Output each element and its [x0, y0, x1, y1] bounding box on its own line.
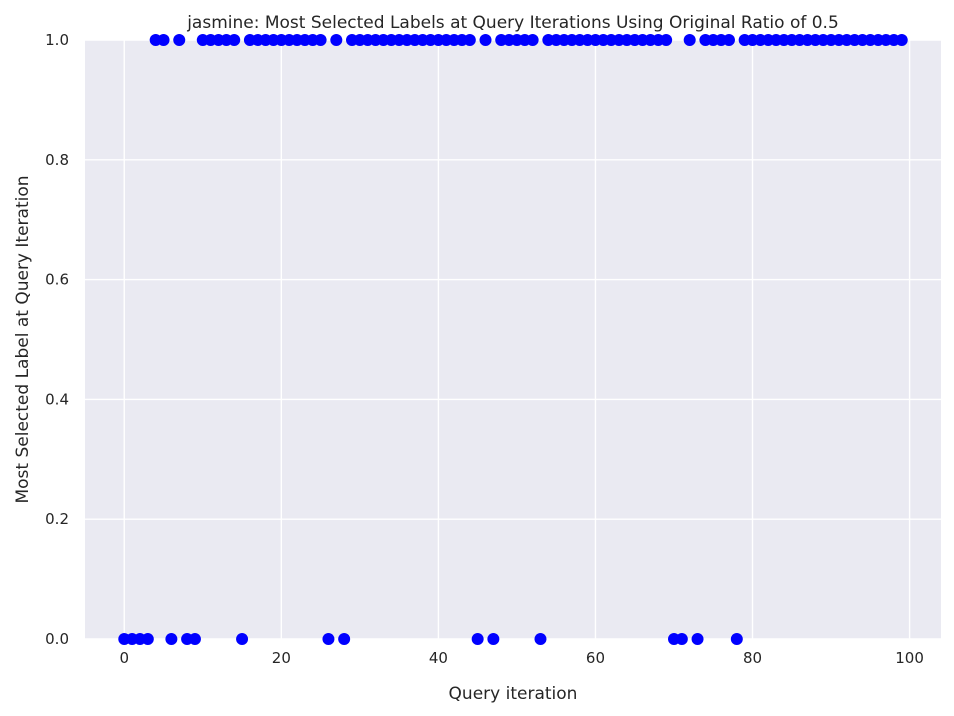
- y-tick-label: 0.8: [45, 151, 69, 169]
- data-point: [338, 633, 351, 645]
- data-point: [471, 633, 484, 645]
- x-tick-label: 0: [119, 649, 129, 667]
- x-tick-label: 80: [743, 649, 762, 667]
- data-point: [691, 633, 704, 645]
- x-tick-labels: 0 20 40 60 80 100: [119, 649, 923, 667]
- data-point: [330, 34, 343, 46]
- data-point: [228, 34, 241, 46]
- x-tick-label: 60: [586, 649, 605, 667]
- y-tick-label: 0.2: [45, 510, 69, 528]
- data-point: [322, 633, 335, 645]
- x-tick-label: 40: [429, 649, 448, 667]
- data-point: [157, 34, 170, 46]
- x-axis-label: Query iteration: [449, 684, 578, 704]
- data-point: [173, 34, 186, 46]
- data-point: [487, 633, 500, 645]
- x-tick-label: 100: [895, 649, 924, 667]
- y-tick-label: 0.0: [45, 630, 69, 648]
- y-tick-label: 0.6: [45, 271, 69, 289]
- data-point: [683, 34, 696, 46]
- data-point: [526, 34, 539, 46]
- x-tick-label: 20: [272, 649, 291, 667]
- data-point: [675, 633, 688, 645]
- data-point: [314, 34, 327, 46]
- data-point: [730, 633, 743, 645]
- y-tick-label: 0.4: [45, 390, 69, 408]
- data-point: [463, 34, 476, 46]
- data-point: [722, 34, 735, 46]
- chart-title: jasmine: Most Selected Labels at Query I…: [186, 13, 839, 33]
- data-point: [165, 633, 178, 645]
- y-axis-label: Most Selected Label at Query Iteration: [13, 175, 33, 503]
- data-point: [236, 633, 249, 645]
- data-point: [534, 633, 547, 645]
- data-points: [118, 34, 908, 645]
- data-point: [141, 633, 154, 645]
- data-point: [479, 34, 492, 46]
- data-point: [188, 633, 201, 645]
- y-tick-labels: 0.0 0.2 0.4 0.6 0.8 1.0: [45, 31, 69, 648]
- y-tick-label: 1.0: [45, 31, 69, 49]
- plot-area: [85, 40, 941, 639]
- data-point: [895, 34, 908, 46]
- data-point: [660, 34, 673, 46]
